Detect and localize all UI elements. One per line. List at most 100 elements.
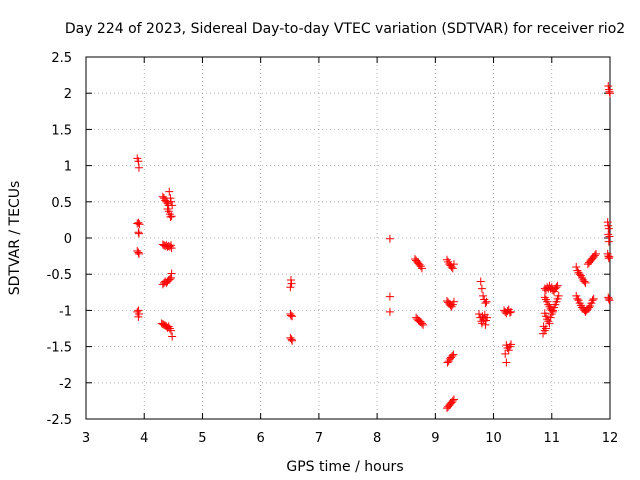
data-point xyxy=(134,228,143,237)
x-tick-label: 8 xyxy=(373,431,381,446)
data-point xyxy=(167,212,176,221)
x-axis-title: GPS time / hours xyxy=(286,459,403,475)
data-point xyxy=(134,218,143,227)
data-point xyxy=(165,242,174,251)
data-point xyxy=(501,349,510,358)
data-point xyxy=(588,296,597,305)
data-point xyxy=(541,324,550,333)
grid xyxy=(86,57,610,419)
data-point xyxy=(166,194,175,203)
data-point xyxy=(449,260,458,269)
data-point xyxy=(288,336,297,345)
data-point xyxy=(479,291,488,300)
y-tick-label: -1 xyxy=(59,304,72,319)
data-point xyxy=(134,249,143,258)
data-point xyxy=(165,187,174,196)
data-point xyxy=(592,249,601,258)
data-point xyxy=(134,312,143,321)
data-point xyxy=(502,358,511,367)
data-point xyxy=(449,297,458,306)
y-axis-title: SDTVAR / TECUs xyxy=(7,181,23,296)
y-tick-label: 1.5 xyxy=(51,123,72,138)
x-tick-label: 10 xyxy=(485,431,502,446)
y-tick-label: -0.5 xyxy=(47,268,72,283)
data-point xyxy=(605,252,614,261)
data-point xyxy=(504,346,513,355)
data-point xyxy=(573,294,582,303)
data-point xyxy=(448,396,457,405)
data-point xyxy=(507,340,516,349)
data-point xyxy=(605,232,614,241)
data-point xyxy=(287,335,296,344)
y-tick-label: 2 xyxy=(64,87,72,102)
y-tick-label: 2.5 xyxy=(51,51,72,66)
data-point xyxy=(604,237,613,246)
data-point xyxy=(167,197,176,206)
data-point xyxy=(449,350,458,359)
data-point xyxy=(167,273,176,282)
data-point xyxy=(604,230,613,239)
data-point xyxy=(605,296,614,305)
data-point xyxy=(167,269,176,278)
x-tick-label: 11 xyxy=(544,431,561,446)
data-point xyxy=(449,395,458,404)
x-tick-label: 12 xyxy=(602,431,619,446)
y-tick-label: -2.5 xyxy=(47,413,72,428)
data-point xyxy=(483,313,492,322)
data-point xyxy=(286,275,295,284)
y-tick-label: -2 xyxy=(59,377,72,392)
data-point xyxy=(286,310,295,319)
data-point xyxy=(604,294,613,303)
data-point xyxy=(417,264,426,273)
data-point xyxy=(134,229,143,238)
data-point xyxy=(168,332,177,341)
y-tick-label: 0 xyxy=(64,232,72,247)
data-point xyxy=(477,284,486,293)
data-point xyxy=(554,291,563,300)
y-tick-label: -1.5 xyxy=(47,341,72,356)
data-point xyxy=(419,320,428,329)
data-point xyxy=(604,252,613,261)
y-tick-label: 0.5 xyxy=(51,196,72,211)
data-point xyxy=(385,292,394,301)
data-point xyxy=(580,277,589,286)
data-point xyxy=(134,248,143,257)
data-point xyxy=(167,326,176,335)
data-point xyxy=(589,294,598,303)
data-point xyxy=(133,307,142,316)
data-point xyxy=(475,310,483,319)
data-point xyxy=(288,312,297,321)
data-point xyxy=(481,320,490,329)
x-tick-label: 4 xyxy=(140,431,148,446)
plot-frame xyxy=(85,56,611,420)
data-point xyxy=(417,319,426,328)
x-tick-label: 9 xyxy=(431,431,439,446)
data-point xyxy=(448,352,457,361)
data-point xyxy=(167,244,176,253)
data-point xyxy=(507,307,516,316)
data-point xyxy=(135,220,144,229)
data-point xyxy=(546,313,555,322)
data-point xyxy=(585,303,594,312)
data-point xyxy=(606,89,614,98)
x-tick-label: 6 xyxy=(257,431,265,446)
data-points xyxy=(133,81,614,413)
data-point xyxy=(448,264,457,273)
data-point xyxy=(482,297,491,306)
x-tick-label: 7 xyxy=(315,431,323,446)
data-point xyxy=(286,311,295,320)
data-point xyxy=(134,157,143,166)
data-point xyxy=(545,319,554,328)
data-point xyxy=(604,254,613,263)
data-point xyxy=(505,308,514,317)
data-point xyxy=(604,81,613,90)
data-point xyxy=(547,310,556,319)
data-point xyxy=(481,299,490,308)
data-point xyxy=(385,307,394,316)
axis-ticks: 3 4 5 6 7 8 9 10 11 12 -2.5 -2 -1.5 -1 -0.5 0 0.5 1 1.5 2 2.… xyxy=(47,51,619,446)
data-point xyxy=(287,279,296,288)
data-point xyxy=(539,329,548,338)
chart-title: Day 224 of 2023, Sidereal Day-to-day VTE… xyxy=(65,21,625,37)
data-point xyxy=(168,201,177,210)
